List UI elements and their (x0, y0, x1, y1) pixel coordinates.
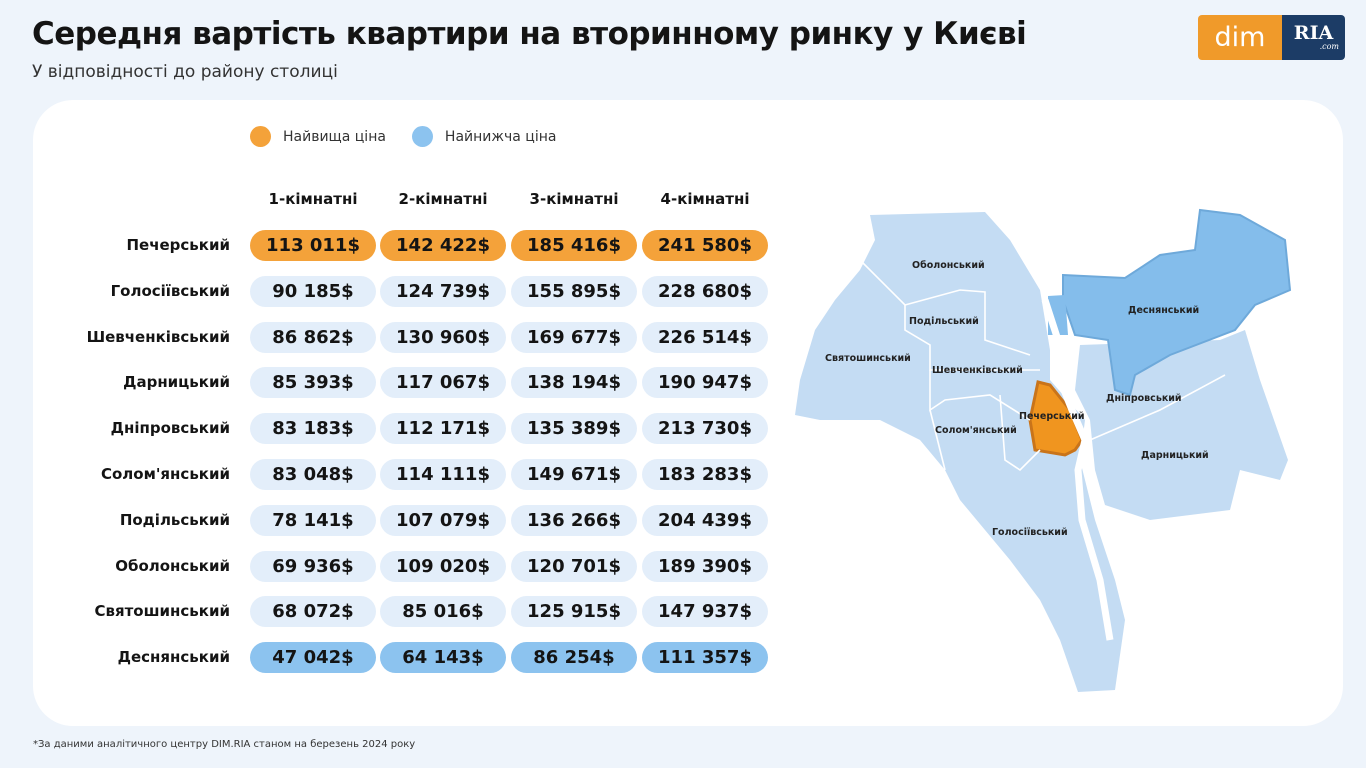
page-subtitle: У відповідності до району столиці (32, 62, 338, 82)
logo-dim: dim (1198, 15, 1282, 60)
price-cell: 111 357$ (642, 642, 768, 674)
map-district-pecherskyi (1028, 380, 1084, 457)
price-cell: 142 422$ (380, 230, 506, 261)
map-west-bank (795, 212, 1125, 692)
column-header: 4-кімнатні (660, 190, 750, 208)
map-district-desnianskyi (1062, 208, 1292, 397)
price-cell: 120 701$ (511, 550, 637, 582)
price-cell: 169 677$ (511, 321, 637, 353)
page-title: Середня вартість квартири на вторинному … (32, 16, 1027, 52)
map-label-pecherskyi: Печерський (1019, 411, 1085, 422)
price-cell: 226 514$ (642, 321, 768, 353)
row-label-district: Голосіївський (110, 281, 230, 300)
map-label-dniprovskyi: Дніпровський (1106, 393, 1182, 404)
price-cell: 69 936$ (250, 550, 376, 582)
price-cell: 114 111$ (380, 459, 506, 490)
price-cell: 190 947$ (642, 367, 768, 399)
legend-item-highest: Найвища ціна (250, 126, 386, 147)
price-cell: 90 185$ (250, 275, 376, 307)
price-cell: 213 730$ (642, 413, 768, 445)
price-cell: 185 416$ (511, 230, 637, 261)
row-label-district: Святошинський (94, 602, 230, 621)
footnote: *За даними аналітичного центру DIM.RIA с… (33, 739, 416, 750)
legend-label: Найвища ціна (283, 128, 386, 145)
legend-label: Найнижча ціна (444, 128, 557, 145)
price-cell: 135 389$ (511, 413, 637, 445)
row-label-district: Печерський (126, 236, 230, 254)
price-cell: 86 254$ (511, 642, 637, 674)
logo-ria: RIA .com (1282, 15, 1345, 60)
legend-dot-orange (250, 126, 271, 147)
price-cell: 83 183$ (250, 413, 376, 445)
map-label-obolonskyi: Оболонський (912, 260, 985, 271)
price-cell: 124 739$ (380, 275, 506, 307)
map-label-shevchenkivskyi: Шевченківський (932, 365, 1023, 376)
row-label-district: Дніпровський (110, 419, 230, 438)
map-label-podilskyi: Подільський (909, 316, 979, 327)
legend-dot-blue (411, 126, 433, 147)
price-cell: 83 048$ (250, 459, 376, 490)
price-cell: 85 016$ (380, 596, 506, 628)
price-cell: 68 072$ (250, 596, 376, 628)
price-cell: 117 067$ (380, 367, 506, 399)
row-label-district: Шевченківський (86, 327, 230, 346)
price-cell: 241 580$ (642, 230, 768, 261)
price-cell: 78 141$ (250, 504, 376, 536)
legend: Найвища ціна Найнижча ціна (250, 126, 556, 147)
price-cell: 64 143$ (380, 642, 506, 674)
map-label-desnianskyi: Деснянський (1128, 305, 1199, 316)
price-cell: 107 079$ (380, 504, 506, 536)
price-cell: 125 915$ (511, 596, 637, 628)
map-label-darnytskyi: Дарницький (1141, 450, 1209, 461)
price-cell: 189 390$ (642, 550, 768, 582)
row-label-district: Оболонський (115, 556, 230, 575)
map-label-sviatoshynskyi: Святошинський (825, 353, 911, 364)
row-label-district: Деснянський (117, 648, 230, 667)
price-cell: 109 020$ (380, 550, 506, 582)
column-header: 1-кімнатні (268, 190, 358, 208)
row-label-district: Дарницький (123, 373, 230, 392)
legend-item-lowest: Найнижча ціна (411, 126, 557, 147)
price-cell: 155 895$ (511, 275, 637, 307)
price-cell: 85 393$ (250, 367, 376, 399)
row-label-district: Подільський (119, 510, 230, 529)
price-cell: 112 171$ (380, 413, 506, 445)
column-header: 2-кімнатні (398, 190, 488, 208)
row-label-district: Солом'янський (100, 465, 230, 483)
map-east-bank (1075, 330, 1288, 520)
price-cell: 138 194$ (511, 367, 637, 399)
price-cell: 47 042$ (250, 642, 376, 674)
column-header: 3-кімнатні (529, 190, 619, 208)
price-cell: 204 439$ (642, 504, 768, 536)
price-cell: 113 011$ (250, 230, 376, 261)
map-label-solomianskyi: Солом'янський (935, 425, 1017, 436)
map-label-holosiivskyi: Голосіївський (992, 527, 1068, 538)
price-cell: 228 680$ (642, 275, 768, 307)
price-cell: 183 283$ (642, 459, 768, 490)
price-cell: 147 937$ (642, 596, 768, 628)
price-cell: 130 960$ (380, 321, 506, 353)
map-river-dnipro (1041, 298, 1114, 641)
map-district-borders (854, 254, 1226, 472)
dimria-logo: dim RIA .com (1198, 15, 1345, 60)
price-cell: 149 671$ (511, 459, 637, 490)
price-cell: 86 862$ (250, 321, 376, 353)
price-cell: 136 266$ (511, 504, 637, 536)
